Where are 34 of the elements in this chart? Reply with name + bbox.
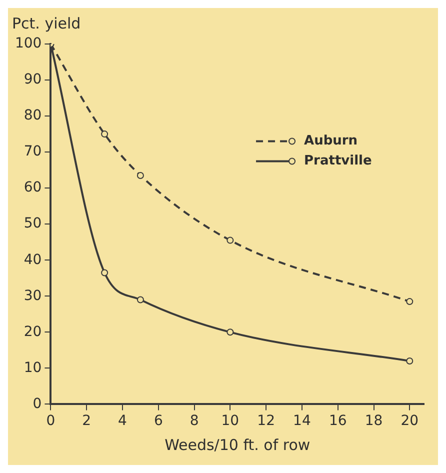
x-tick-label: 6	[154, 413, 163, 430]
x-tick-label: 16	[328, 413, 347, 430]
y-tick-label: 100	[14, 36, 42, 52]
x-tick-label: 12	[257, 413, 275, 430]
x-tick-label: 0	[46, 413, 56, 430]
point	[136, 296, 144, 304]
x-tick-label: 14	[293, 413, 311, 430]
y-tick-label: 50	[24, 216, 42, 232]
legend-label: Prattville	[304, 154, 372, 169]
y-tick-label: 60	[24, 180, 42, 196]
x-tick-label: 8	[190, 413, 199, 430]
point	[226, 328, 234, 336]
y-tick-label: 70	[24, 144, 42, 160]
x-tick-label: 20	[400, 413, 419, 430]
legend-label: Auburn	[304, 134, 358, 149]
point	[101, 269, 108, 276]
point	[136, 172, 144, 179]
x-tick-label: 2	[82, 413, 92, 430]
x-axis-title: Weeds/10 ft. of row	[164, 436, 310, 454]
x-tick-label: 10	[221, 413, 240, 430]
y-tick-label: 40	[24, 252, 42, 268]
point	[406, 298, 414, 306]
point	[226, 236, 234, 244]
point	[101, 130, 108, 138]
y-tick-label: 30	[24, 288, 42, 304]
y-tick-label: 20	[24, 324, 42, 340]
y-tick-label: 90	[24, 72, 42, 88]
y-tick-label: 0	[32, 396, 42, 412]
y-tick-label: 80	[24, 108, 42, 124]
y-tick-label: 10	[24, 360, 42, 376]
x-tick-label: 4	[118, 413, 128, 430]
y-axis-title: Pct. yield	[12, 14, 81, 32]
x-tick-label: 18	[364, 413, 383, 430]
point	[406, 357, 414, 364]
